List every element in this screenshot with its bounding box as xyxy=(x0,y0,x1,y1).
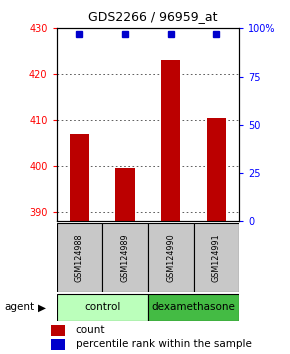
Text: GSM124991: GSM124991 xyxy=(212,233,221,282)
Text: GSM124989: GSM124989 xyxy=(121,233,130,282)
Bar xyxy=(115,169,135,221)
Bar xyxy=(51,339,65,350)
Bar xyxy=(70,134,89,221)
Text: control: control xyxy=(84,302,120,312)
Text: count: count xyxy=(76,325,105,335)
Bar xyxy=(161,61,180,221)
Text: dexamethasone: dexamethasone xyxy=(152,302,235,312)
Bar xyxy=(51,325,65,336)
FancyBboxPatch shape xyxy=(57,223,102,292)
FancyBboxPatch shape xyxy=(148,223,193,292)
FancyBboxPatch shape xyxy=(102,223,148,292)
FancyBboxPatch shape xyxy=(57,294,148,321)
Text: GDS2266 / 96959_at: GDS2266 / 96959_at xyxy=(88,10,217,23)
Text: percentile rank within the sample: percentile rank within the sample xyxy=(76,339,251,349)
Text: ▶: ▶ xyxy=(38,302,46,312)
Text: GSM124990: GSM124990 xyxy=(166,233,175,282)
Bar xyxy=(207,118,226,221)
Text: GSM124988: GSM124988 xyxy=(75,233,84,282)
Text: agent: agent xyxy=(4,302,35,312)
FancyBboxPatch shape xyxy=(194,223,239,292)
FancyBboxPatch shape xyxy=(148,294,239,321)
